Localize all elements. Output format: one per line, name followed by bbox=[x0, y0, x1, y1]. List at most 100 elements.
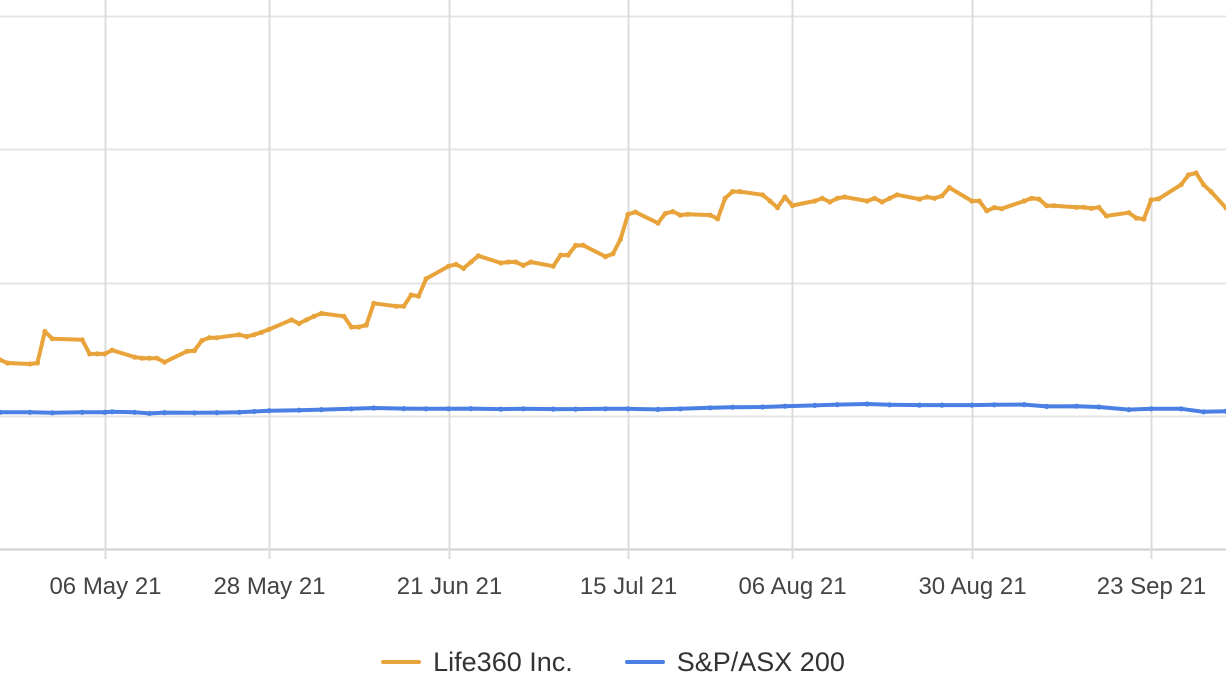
data-point-0-1[interactable] bbox=[4, 360, 11, 366]
data-point-1-19[interactable] bbox=[423, 406, 429, 412]
data-point-0-16[interactable] bbox=[184, 348, 190, 354]
data-point-0-72[interactable] bbox=[767, 198, 773, 204]
data-point-0-99[interactable] bbox=[1044, 203, 1050, 209]
data-point-0-30[interactable] bbox=[318, 310, 325, 316]
data-point-0-103[interactable] bbox=[1088, 205, 1094, 211]
series-line-0[interactable] bbox=[0, 171, 1226, 366]
data-point-0-15[interactable] bbox=[161, 359, 168, 365]
data-point-0-108[interactable] bbox=[1141, 216, 1147, 222]
data-point-1-50[interactable] bbox=[1223, 408, 1226, 414]
data-point-0-20[interactable] bbox=[214, 335, 220, 341]
data-point-1-44[interactable] bbox=[1073, 403, 1080, 409]
data-point-0-111[interactable] bbox=[1178, 182, 1184, 188]
data-point-0-76[interactable] bbox=[812, 198, 818, 204]
data-point-1-0[interactable] bbox=[0, 409, 3, 415]
data-point-0-22[interactable] bbox=[244, 334, 250, 340]
data-point-0-41[interactable] bbox=[445, 263, 452, 269]
data-point-1-36[interactable] bbox=[864, 401, 870, 407]
data-point-0-112[interactable] bbox=[1186, 172, 1192, 178]
data-point-0-77[interactable] bbox=[819, 195, 825, 201]
data-point-0-78[interactable] bbox=[827, 199, 833, 205]
data-point-1-21[interactable] bbox=[468, 406, 474, 412]
data-point-1-2[interactable] bbox=[49, 410, 55, 416]
data-point-0-35[interactable] bbox=[371, 300, 377, 306]
data-point-0-12[interactable] bbox=[139, 355, 145, 361]
data-point-0-57[interactable] bbox=[610, 251, 616, 257]
data-point-1-12[interactable] bbox=[251, 408, 257, 415]
data-point-1-30[interactable] bbox=[707, 405, 713, 411]
data-point-0-71[interactable] bbox=[759, 192, 766, 198]
data-point-0-114[interactable] bbox=[1201, 182, 1207, 188]
data-point-1-8[interactable] bbox=[161, 410, 168, 416]
data-point-1-25[interactable] bbox=[573, 406, 579, 412]
data-point-1-45[interactable] bbox=[1096, 404, 1102, 410]
data-point-0-93[interactable] bbox=[984, 208, 990, 214]
data-point-0-110[interactable] bbox=[1156, 196, 1162, 202]
data-point-0-54[interactable] bbox=[573, 242, 579, 249]
data-point-0-60[interactable] bbox=[632, 209, 639, 215]
data-point-1-13[interactable] bbox=[266, 408, 272, 414]
data-point-0-24[interactable] bbox=[259, 329, 265, 335]
data-point-0-62[interactable] bbox=[662, 210, 668, 217]
data-point-0-53[interactable] bbox=[565, 252, 571, 258]
data-point-0-7[interactable] bbox=[87, 351, 93, 357]
data-point-1-42[interactable] bbox=[1021, 402, 1027, 408]
data-point-0-42[interactable] bbox=[453, 261, 459, 267]
data-point-0-98[interactable] bbox=[1036, 196, 1042, 202]
data-point-0-70[interactable] bbox=[737, 189, 743, 195]
data-point-1-5[interactable] bbox=[109, 409, 115, 415]
data-point-0-19[interactable] bbox=[206, 335, 212, 341]
data-point-1-3[interactable] bbox=[79, 409, 85, 415]
data-point-0-101[interactable] bbox=[1073, 204, 1080, 210]
data-point-0-83[interactable] bbox=[879, 199, 885, 205]
data-point-1-23[interactable] bbox=[520, 406, 526, 412]
data-point-0-47[interactable] bbox=[505, 259, 511, 265]
data-point-0-33[interactable] bbox=[356, 324, 362, 330]
data-point-1-27[interactable] bbox=[625, 406, 631, 412]
data-point-0-79[interactable] bbox=[834, 195, 840, 201]
data-point-0-56[interactable] bbox=[602, 254, 609, 260]
data-point-0-31[interactable] bbox=[341, 313, 347, 319]
data-point-0-14[interactable] bbox=[154, 355, 160, 361]
data-point-1-20[interactable] bbox=[445, 406, 452, 412]
data-point-0-106[interactable] bbox=[1126, 210, 1132, 216]
data-point-0-113[interactable] bbox=[1193, 170, 1199, 176]
data-point-0-64[interactable] bbox=[677, 212, 683, 218]
data-point-0-28[interactable] bbox=[303, 317, 310, 323]
data-point-0-48[interactable] bbox=[513, 259, 519, 265]
data-point-0-21[interactable] bbox=[236, 332, 242, 338]
data-point-0-49[interactable] bbox=[520, 262, 526, 268]
data-point-0-51[interactable] bbox=[550, 263, 556, 269]
data-point-0-59[interactable] bbox=[625, 211, 631, 217]
data-point-0-9[interactable] bbox=[102, 351, 108, 357]
data-point-0-75[interactable] bbox=[789, 202, 796, 209]
data-point-0-69[interactable] bbox=[730, 189, 736, 195]
data-point-0-61[interactable] bbox=[655, 220, 661, 226]
data-point-1-41[interactable] bbox=[991, 402, 997, 408]
data-point-0-97[interactable] bbox=[1029, 195, 1035, 201]
data-point-0-88[interactable] bbox=[931, 195, 938, 201]
data-point-0-95[interactable] bbox=[999, 206, 1005, 212]
data-point-0-90[interactable] bbox=[946, 185, 953, 191]
data-point-0-4[interactable] bbox=[42, 328, 48, 335]
data-point-0-87[interactable] bbox=[924, 194, 930, 200]
data-point-1-39[interactable] bbox=[939, 402, 945, 408]
data-point-0-36[interactable] bbox=[393, 303, 399, 309]
data-point-0-104[interactable] bbox=[1096, 204, 1102, 210]
data-point-0-13[interactable] bbox=[146, 355, 153, 361]
data-point-1-37[interactable] bbox=[887, 402, 893, 408]
data-point-0-105[interactable] bbox=[1103, 213, 1109, 219]
data-point-1-26[interactable] bbox=[602, 406, 609, 412]
data-point-1-15[interactable] bbox=[318, 407, 325, 413]
legend-item-asx200[interactable]: S&P/ASX 200 bbox=[624, 647, 845, 678]
data-point-0-45[interactable] bbox=[475, 253, 481, 259]
data-point-0-39[interactable] bbox=[416, 293, 422, 299]
data-point-0-65[interactable] bbox=[685, 211, 691, 217]
data-point-0-107[interactable] bbox=[1133, 215, 1139, 221]
data-point-0-38[interactable] bbox=[408, 292, 414, 298]
data-point-0-85[interactable] bbox=[894, 192, 900, 198]
data-point-0-10[interactable] bbox=[109, 347, 115, 353]
data-point-0-50[interactable] bbox=[528, 259, 534, 265]
data-point-0-67[interactable] bbox=[715, 216, 721, 222]
data-point-0-115[interactable] bbox=[1208, 189, 1214, 195]
